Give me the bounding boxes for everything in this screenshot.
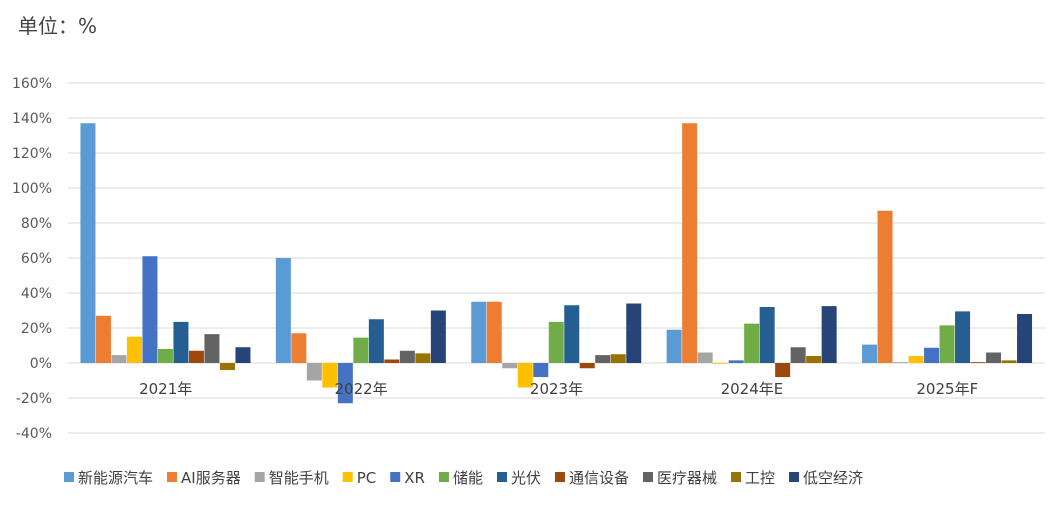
x-category-label: 2021年 (139, 380, 192, 398)
y-tick-label: 100% (12, 181, 52, 197)
bar (893, 362, 909, 363)
legend-swatch (643, 472, 653, 482)
bar (682, 123, 698, 363)
legend-label: 工控 (745, 469, 775, 487)
legend-label: AI服务器 (181, 469, 241, 487)
bar (862, 344, 878, 363)
legend-swatch (789, 472, 800, 482)
x-category-label: 2025年F (916, 380, 978, 398)
legend-label: 医疗器械 (657, 469, 717, 487)
bar (533, 363, 549, 377)
y-tick-label: 160% (12, 76, 52, 92)
bar (95, 315, 111, 363)
bar (1017, 314, 1033, 363)
bar (744, 323, 760, 363)
y-tick-label: -20% (16, 391, 52, 407)
legend-label: XR (404, 469, 425, 487)
bar (188, 350, 204, 363)
legend-label: 储能 (453, 469, 483, 487)
bar (666, 329, 682, 363)
bar (80, 123, 96, 363)
bar (986, 352, 1002, 363)
bar (471, 301, 487, 363)
bar (697, 352, 713, 363)
legend-label: 通信设备 (569, 469, 629, 487)
x-category-label: 2022年 (335, 380, 388, 398)
y-tick-label: 60% (21, 251, 52, 267)
bar (970, 362, 986, 363)
legend-label: 新能源汽车 (78, 469, 153, 487)
x-category-label: 2023年 (530, 380, 583, 398)
legend-swatch (496, 472, 507, 482)
bar (939, 325, 955, 363)
bar (142, 256, 158, 363)
legend-swatch (167, 472, 178, 482)
bar (821, 306, 837, 363)
bar (430, 310, 446, 363)
legend-label: 光伏 (511, 469, 541, 487)
legend-label: 智能手机 (269, 469, 329, 487)
y-tick-label: 40% (21, 286, 52, 302)
bar (877, 210, 893, 363)
bar (275, 258, 291, 363)
bar (306, 363, 322, 381)
y-tick-label: -40% (16, 426, 52, 442)
bar (1001, 360, 1017, 363)
bar (235, 347, 251, 363)
x-category-label: 2024年E (721, 380, 784, 398)
legend-label: PC (357, 469, 377, 487)
bar (759, 307, 775, 363)
bar (595, 355, 611, 363)
legend-swatch (390, 472, 401, 482)
bar (384, 359, 400, 363)
bar (353, 337, 369, 363)
bar (337, 363, 353, 404)
y-tick-label: 0% (30, 356, 52, 372)
bar (126, 336, 142, 363)
legend-swatch (254, 472, 265, 482)
y-tick-label: 20% (21, 321, 52, 337)
bar (564, 305, 580, 363)
legend-swatch (64, 472, 74, 482)
bar (204, 334, 220, 363)
legend-swatch (554, 472, 565, 482)
bar (322, 363, 338, 388)
bar (415, 353, 431, 363)
bar (486, 301, 502, 363)
bar (368, 319, 384, 363)
bar (157, 349, 173, 363)
bar (728, 360, 744, 363)
bar (548, 321, 564, 363)
bar (291, 333, 307, 363)
bar (502, 363, 518, 369)
bar (955, 311, 971, 363)
legend-swatch (731, 472, 742, 482)
bar (790, 347, 806, 363)
legend-swatch (342, 472, 353, 482)
bar (517, 363, 533, 388)
bar (399, 350, 415, 363)
bar (579, 363, 595, 369)
bar (806, 356, 822, 363)
bar (219, 363, 235, 370)
bar (775, 363, 791, 377)
y-tick-label: 120% (12, 146, 52, 162)
legend-label: 低空经济 (803, 469, 863, 487)
bar (908, 356, 924, 363)
bar (173, 321, 189, 363)
bar (713, 363, 729, 364)
y-tick-label: 140% (12, 111, 52, 127)
bar (111, 355, 127, 363)
bar (610, 354, 626, 363)
bar (924, 347, 940, 363)
bar (626, 303, 642, 363)
unit-label: 单位：% (18, 14, 98, 38)
y-tick-label: 80% (21, 216, 52, 232)
legend-swatch (438, 472, 449, 482)
